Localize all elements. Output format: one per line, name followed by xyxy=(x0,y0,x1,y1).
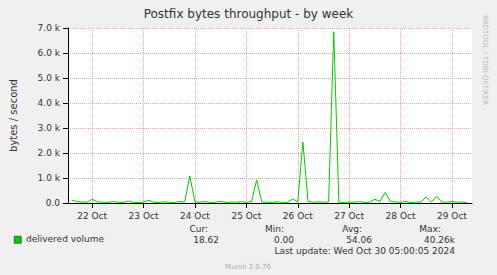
svg-text:3.0 k: 3.0 k xyxy=(38,123,61,133)
svg-text:22 Oct: 22 Oct xyxy=(77,211,107,221)
svg-text:Last update: Wed Oct 30 05:00:: Last update: Wed Oct 30 05:00:05 2024 xyxy=(274,246,455,256)
svg-text:RRDTOOL / TOBI OETIKER: RRDTOOL / TOBI OETIKER xyxy=(481,15,489,105)
svg-text:0.00: 0.00 xyxy=(274,235,294,245)
svg-text:Avg:: Avg: xyxy=(342,224,362,234)
svg-text:24 Oct: 24 Oct xyxy=(180,211,210,221)
svg-text:bytes / second: bytes / second xyxy=(8,79,19,152)
svg-text:23 Oct: 23 Oct xyxy=(129,211,159,221)
svg-text:Max:: Max: xyxy=(419,224,441,234)
svg-text:29 Oct: 29 Oct xyxy=(437,211,467,221)
svg-text:7.0 k: 7.0 k xyxy=(38,23,61,33)
svg-text:6.0 k: 6.0 k xyxy=(38,48,61,58)
svg-text:0.0: 0.0 xyxy=(46,198,61,208)
svg-text:40.26k: 40.26k xyxy=(424,235,456,245)
svg-text:25 Oct: 25 Oct xyxy=(231,211,261,221)
svg-text:Cur:: Cur: xyxy=(189,224,208,234)
svg-text:Min:: Min: xyxy=(265,224,284,234)
svg-text:18.62: 18.62 xyxy=(193,235,219,245)
svg-text:Postfix bytes throughput - by: Postfix bytes throughput - by week xyxy=(144,7,354,21)
svg-text:26 Oct: 26 Oct xyxy=(283,211,313,221)
svg-text:Munin 2.0.76: Munin 2.0.76 xyxy=(225,263,271,271)
svg-text:2.0 k: 2.0 k xyxy=(38,148,61,158)
svg-text:1.0 k: 1.0 k xyxy=(38,173,61,183)
svg-text:54.06: 54.06 xyxy=(346,235,372,245)
svg-text:4.0 k: 4.0 k xyxy=(38,98,61,108)
svg-text:5.0 k: 5.0 k xyxy=(38,73,61,83)
svg-text:28 Oct: 28 Oct xyxy=(386,211,416,221)
svg-text:27 Oct: 27 Oct xyxy=(334,211,364,221)
svg-text:delivered volume: delivered volume xyxy=(26,234,105,244)
